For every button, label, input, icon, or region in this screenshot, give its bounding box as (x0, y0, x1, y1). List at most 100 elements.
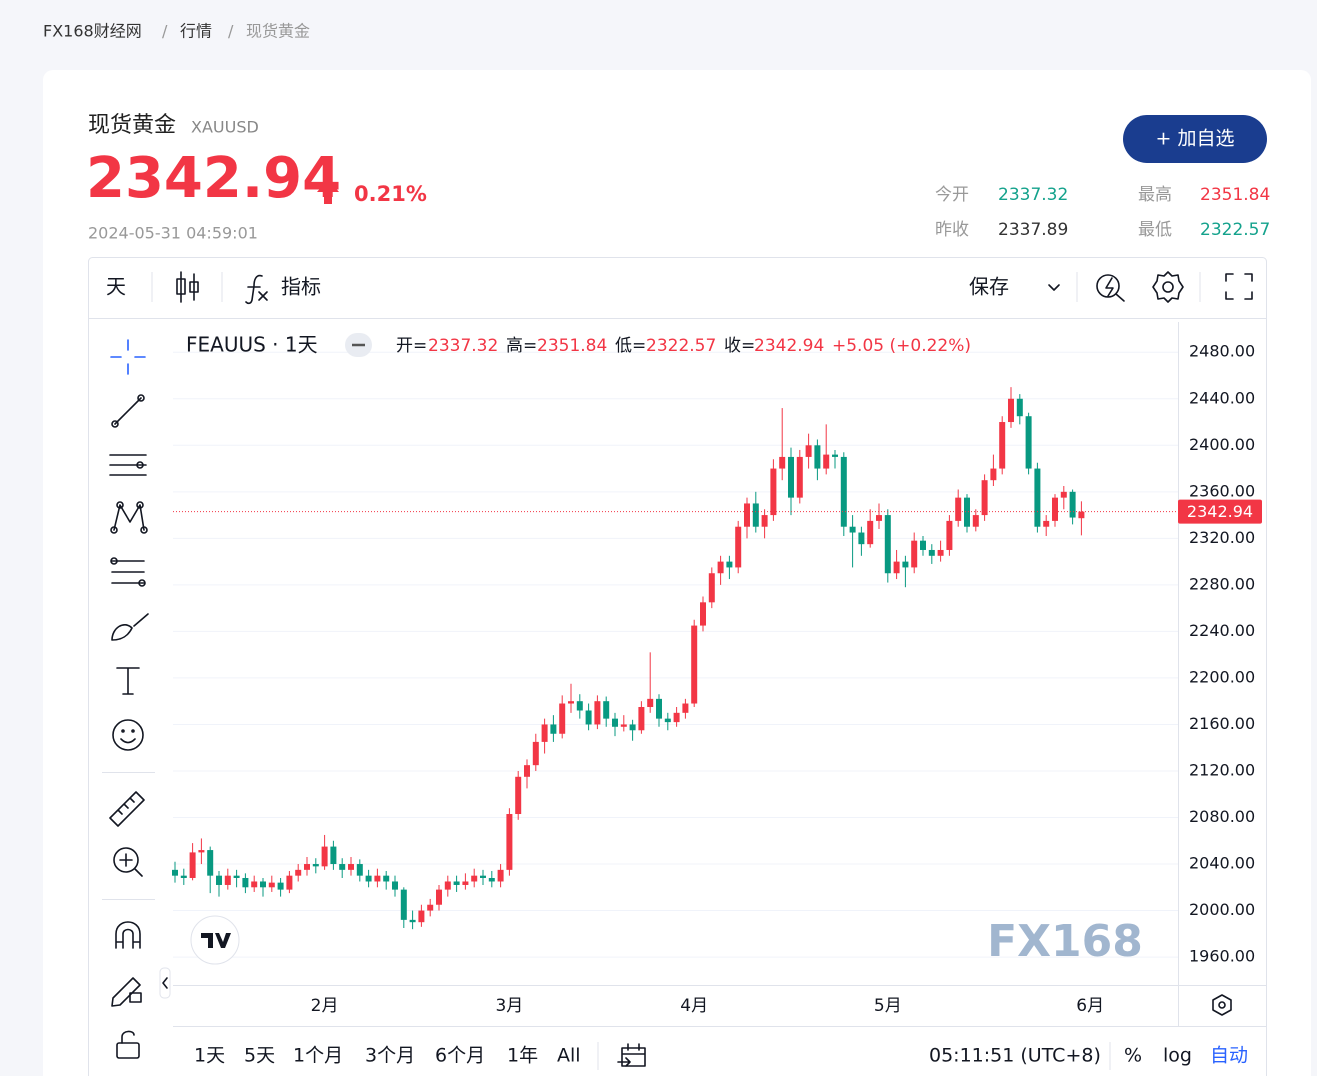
horizontal-lines-tool-part[interactable] (136, 461, 144, 469)
log-toggle[interactable]: log (1163, 1045, 1192, 1067)
axis-settings-icon-part[interactable] (1212, 994, 1232, 1016)
quote-price: 2342.94 (86, 146, 341, 211)
breadcrumb-link[interactable]: 行情 (180, 22, 212, 41)
pattern-tool-part[interactable] (116, 501, 124, 509)
fullscreen-icon-part[interactable] (1225, 273, 1253, 300)
zoom-tool-part[interactable] (113, 847, 139, 873)
prediction-tool-part[interactable] (138, 579, 146, 587)
candle-body (286, 875, 293, 890)
collapse-arrow[interactable] (162, 977, 168, 989)
replay-icon-part[interactable] (1115, 293, 1125, 302)
text-tool-part[interactable] (116, 667, 140, 695)
lock-tool[interactable] (116, 1030, 140, 1059)
settings-icon-part[interactable] (1152, 271, 1184, 303)
auto-toggle[interactable]: 自动 (1210, 1045, 1248, 1067)
lock-tool-part[interactable] (121, 1030, 135, 1044)
lock-tool-part[interactable] (116, 1042, 140, 1059)
magnet-tool-part[interactable] (115, 921, 141, 949)
breadcrumb-current: 现货黄金 (246, 22, 310, 41)
x-tick-label: 4月 (680, 996, 708, 1016)
toolbar-collapse[interactable] (159, 967, 171, 999)
trendline-tool-part[interactable] (137, 394, 145, 402)
candle-body (304, 864, 310, 870)
settings-icon[interactable] (1152, 271, 1184, 303)
indicator-button[interactable]: 指标 (281, 275, 321, 299)
prediction-tool-part[interactable] (110, 557, 118, 565)
range-button[interactable]: 3个月 (365, 1045, 415, 1067)
candle-body (524, 765, 530, 777)
trendline-tool[interactable] (111, 394, 145, 428)
tv-logo-mark[interactable] (201, 933, 231, 948)
ruler-tool-part[interactable] (109, 791, 145, 827)
trendline-tool-part[interactable] (114, 397, 142, 425)
pattern-tool-part[interactable] (136, 501, 144, 509)
watch-button[interactable] (1123, 115, 1267, 163)
tv-logo[interactable] (190, 915, 240, 965)
indicator-icon[interactable] (245, 274, 268, 305)
chart-type-icon[interactable] (176, 271, 199, 303)
candle-body (224, 875, 231, 885)
y-tick-label: 2440.00 (1189, 388, 1255, 407)
lock-drawings-tool-part[interactable] (129, 992, 142, 1003)
range-button[interactable]: 5天 (244, 1045, 275, 1067)
candle-body (356, 864, 363, 876)
emoji-tool-part[interactable] (131, 729, 135, 733)
range-button[interactable]: 1天 (194, 1045, 225, 1067)
breadcrumb-link[interactable]: FX168财经网 (43, 22, 142, 41)
candle-body (752, 503, 759, 527)
save-button[interactable]: 保存 (969, 275, 1009, 299)
axis-settings-icon[interactable] (1212, 994, 1232, 1016)
crosshair-tool[interactable] (110, 339, 146, 375)
brush-tool[interactable] (111, 613, 149, 641)
zoom-tool-part[interactable] (119, 853, 143, 877)
emoji-tool-part[interactable] (112, 719, 144, 751)
stat-value: 2322.57 (1200, 220, 1270, 240)
replay-icon-part[interactable] (1096, 274, 1120, 298)
candle-body (550, 724, 557, 734)
text-tool[interactable] (116, 667, 140, 695)
stat-label: 昨收 (935, 220, 969, 240)
range-button[interactable]: 6个月 (435, 1045, 485, 1067)
pattern-tool-part[interactable] (140, 526, 148, 534)
candle-body (858, 532, 865, 545)
replay-icon-part[interactable] (1105, 277, 1114, 297)
chart-type-icon-part[interactable] (189, 281, 199, 293)
ruler-tool[interactable] (109, 791, 145, 827)
pattern-tool-part[interactable] (113, 504, 145, 531)
horizontal-lines-tool[interactable] (109, 454, 147, 476)
range-button[interactable]: 1年 (507, 1045, 538, 1067)
goto-date-icon-part[interactable] (617, 1043, 646, 1067)
range-button[interactable]: All (557, 1045, 581, 1067)
fullscreen-icon[interactable] (1225, 273, 1253, 300)
lock-drawings-tool[interactable] (111, 977, 142, 1007)
axis-settings-icon-part[interactable] (1218, 1001, 1226, 1009)
stat-label: 最低 (1138, 220, 1172, 240)
brush-tool-part[interactable] (111, 613, 149, 641)
replay-icon[interactable] (1096, 274, 1125, 302)
pattern-tool[interactable] (110, 501, 148, 534)
save-dropdown[interactable] (1048, 284, 1060, 291)
watch-button-label[interactable]: + 加自选 (1156, 128, 1235, 150)
y-tick-label: 2480.00 (1189, 342, 1255, 361)
interval-button[interactable]: 天 (106, 275, 126, 299)
emoji-tool[interactable] (112, 719, 144, 751)
range-button[interactable]: 1个月 (293, 1045, 343, 1067)
indicator-icon-part[interactable] (258, 291, 268, 301)
goto-date-icon[interactable] (617, 1043, 646, 1067)
crosshair-tool-part[interactable] (110, 339, 146, 375)
prediction-tool[interactable] (110, 557, 146, 587)
magnet-tool[interactable] (115, 921, 141, 949)
emoji-tool-part[interactable] (121, 729, 125, 733)
settings-icon-part[interactable] (1162, 281, 1174, 293)
candle-body (1025, 416, 1032, 469)
indicator-icon-part[interactable] (245, 274, 263, 305)
zoom-tool[interactable] (113, 847, 143, 877)
percent-toggle[interactable]: % (1124, 1045, 1142, 1067)
chart-type-icon-part[interactable] (176, 278, 186, 295)
emoji-tool-part[interactable] (120, 738, 136, 744)
pattern-tool-part[interactable] (110, 526, 118, 534)
trendline-tool-part[interactable] (111, 420, 119, 428)
candle-body (735, 526, 742, 568)
horizontal-lines-tool-part[interactable] (109, 454, 147, 476)
